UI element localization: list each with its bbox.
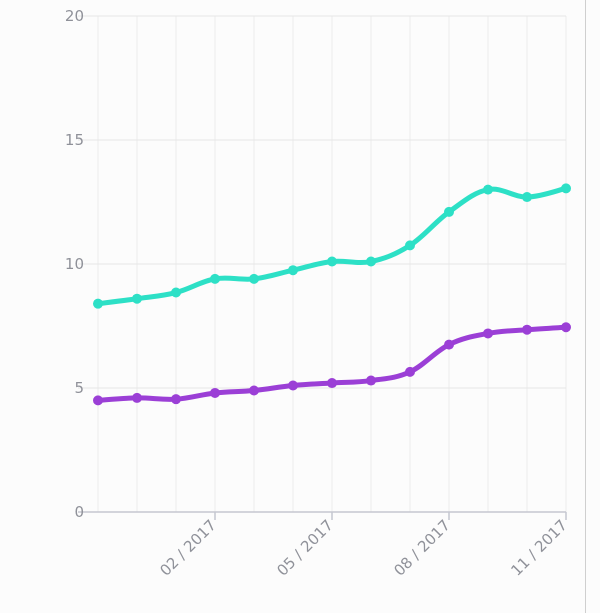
data-point[interactable]	[93, 395, 103, 406]
data-point[interactable]	[522, 324, 532, 335]
data-point[interactable]	[405, 366, 415, 377]
x-tick-label: 11 / 2017	[507, 516, 571, 580]
data-point[interactable]	[210, 387, 220, 398]
data-point[interactable]	[288, 380, 298, 391]
data-point[interactable]	[249, 385, 259, 396]
y-tick-label: 5	[74, 379, 84, 397]
data-point[interactable]	[483, 184, 493, 195]
grid-layer	[78, 15, 567, 512]
data-point[interactable]	[327, 256, 337, 267]
axis-layer	[78, 511, 567, 520]
x-tick-label: 08 / 2017	[390, 516, 454, 580]
y-tick-label: 15	[65, 131, 84, 149]
data-point[interactable]	[444, 339, 454, 350]
data-point[interactable]	[327, 378, 337, 389]
right-divider	[585, 0, 586, 613]
data-point[interactable]	[288, 265, 298, 276]
x-tick-label: 05 / 2017	[273, 516, 337, 580]
data-point[interactable]	[366, 375, 376, 386]
data-point[interactable]	[366, 256, 376, 267]
data-point[interactable]	[483, 328, 493, 339]
data-point[interactable]	[561, 183, 571, 194]
y-tick-label: 10	[65, 255, 84, 273]
data-point[interactable]	[405, 240, 415, 251]
data-point[interactable]	[171, 287, 181, 298]
data-point[interactable]	[249, 273, 259, 284]
data-point[interactable]	[210, 273, 220, 284]
y-tick-label: 20	[65, 7, 84, 25]
data-point[interactable]	[561, 322, 571, 333]
data-point[interactable]	[171, 394, 181, 405]
y-tick-label: 0	[74, 503, 84, 521]
series-layer	[93, 183, 571, 406]
data-point[interactable]	[132, 293, 142, 304]
data-point[interactable]	[132, 392, 142, 403]
data-point[interactable]	[93, 298, 103, 309]
x-tick-label: 02 / 2017	[156, 516, 220, 580]
label-layer: 0 5 10 15 20 02 / 2017 05 / 2017 08 / 2017 11 / …	[65, 7, 571, 580]
data-point[interactable]	[522, 192, 532, 203]
data-point[interactable]	[444, 206, 454, 217]
